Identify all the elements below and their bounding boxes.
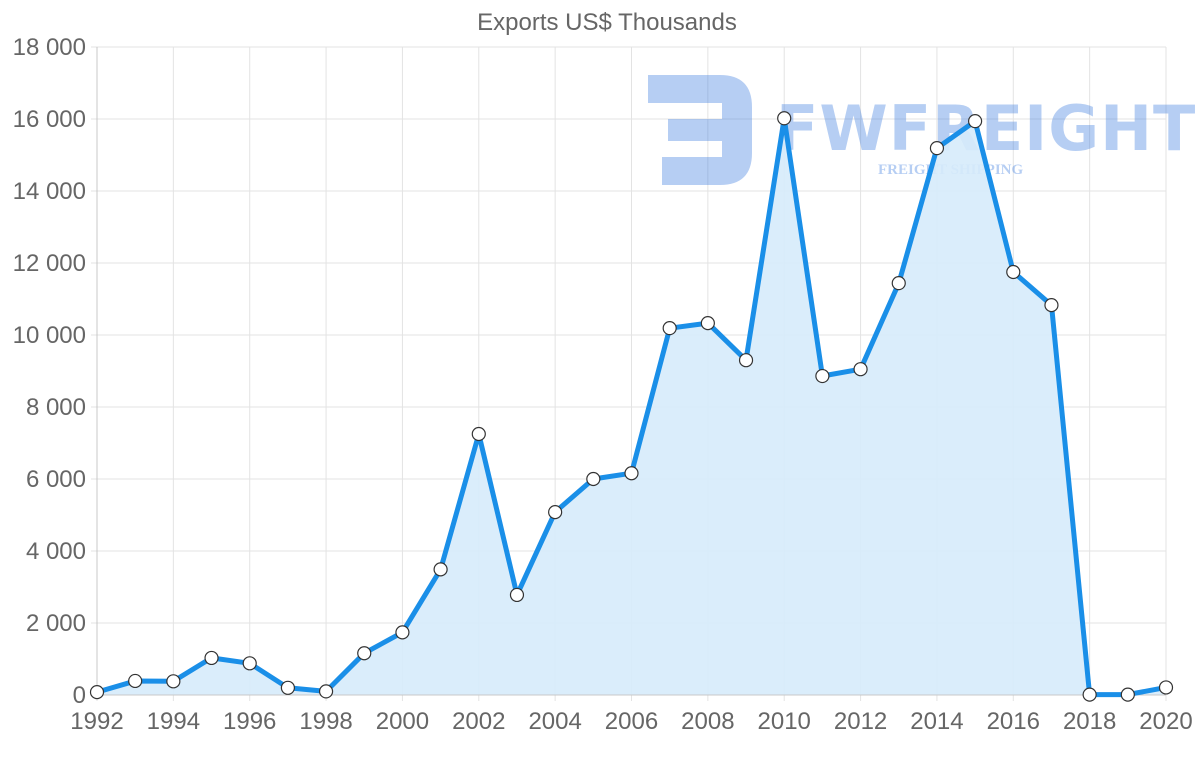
data-point	[1082, 687, 1097, 702]
x-tick-label: 2014	[910, 708, 963, 735]
x-tick-label: 2004	[528, 708, 581, 735]
data-point	[891, 276, 906, 291]
x-tick-label: 2008	[681, 708, 734, 735]
data-point	[242, 656, 257, 671]
area-fill	[97, 118, 1166, 696]
x-tick-label: 2010	[758, 708, 811, 735]
x-tick-label: 1998	[299, 708, 352, 735]
y-axis-labels: 0 2 000 4 000 6 000 8 000 10 000 12 000 14 000 1…	[13, 34, 86, 709]
data-point	[777, 111, 792, 126]
logo-icon	[648, 75, 752, 185]
data-point	[433, 562, 448, 577]
data-point	[471, 426, 486, 442]
data-point	[1158, 680, 1174, 695]
y-tick-label: 18 000	[13, 34, 86, 61]
data-point	[738, 353, 754, 368]
data-point	[968, 114, 983, 129]
y-tick-label: 12 000	[13, 250, 86, 277]
x-tick-label: 2000	[376, 708, 429, 735]
data-point	[700, 316, 715, 331]
data-point	[204, 650, 219, 666]
data-point	[509, 587, 525, 603]
y-tick-label: 14 000	[13, 178, 86, 205]
x-tick-label: 2002	[452, 708, 505, 735]
data-point	[815, 368, 830, 384]
data-points	[89, 111, 1174, 702]
y-tick-label: 0	[73, 682, 86, 709]
y-tick-label: 16 000	[13, 106, 86, 133]
data-point	[128, 673, 143, 689]
data-point	[929, 141, 945, 156]
chart-title: Exports US$ Thousands	[477, 9, 737, 36]
data-point	[1120, 687, 1135, 702]
x-tick-label: 1996	[223, 708, 276, 735]
data-point	[586, 471, 601, 487]
watermark-brand: FWFREIGHT	[776, 92, 1196, 165]
data-point	[1006, 264, 1021, 280]
y-tick-label: 8 000	[26, 394, 86, 421]
x-tick-label: 2018	[1063, 708, 1116, 735]
data-point	[853, 362, 868, 377]
data-point	[548, 505, 563, 520]
x-tick-label: 2020	[1139, 708, 1192, 735]
x-tick-label: 2006	[605, 708, 658, 735]
data-point	[280, 680, 295, 695]
data-point	[624, 466, 639, 481]
watermark: FWFREIGHT FREIGHT SHIPPING	[648, 75, 1196, 185]
data-point	[662, 321, 677, 336]
data-point	[357, 646, 372, 661]
x-axis-labels: 1992 1994 1996 1998 2000 2002 2004 2006 2008 2010…	[70, 708, 1192, 735]
axes	[96, 47, 1166, 696]
data-point	[318, 684, 334, 699]
y-tick-label: 2 000	[26, 610, 86, 637]
data-point	[395, 625, 410, 640]
x-tick-label: 2012	[834, 708, 887, 735]
data-point	[89, 685, 105, 700]
y-tick-label: 10 000	[13, 322, 86, 349]
y-tick-label: 4 000	[26, 538, 86, 565]
x-tick-label: 2016	[987, 708, 1040, 735]
data-point	[1044, 298, 1059, 313]
x-tick-label: 1992	[70, 708, 123, 735]
x-tick-label: 1994	[147, 708, 200, 735]
data-point	[166, 674, 181, 689]
y-tick-label: 6 000	[26, 466, 86, 493]
